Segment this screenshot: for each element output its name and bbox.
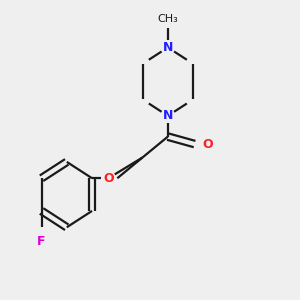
Text: CH₃: CH₃ — [158, 14, 178, 24]
Text: N: N — [163, 109, 173, 122]
Text: O: O — [202, 138, 213, 151]
Text: N: N — [163, 41, 173, 54]
Text: O: O — [103, 172, 114, 185]
Text: F: F — [37, 235, 46, 248]
